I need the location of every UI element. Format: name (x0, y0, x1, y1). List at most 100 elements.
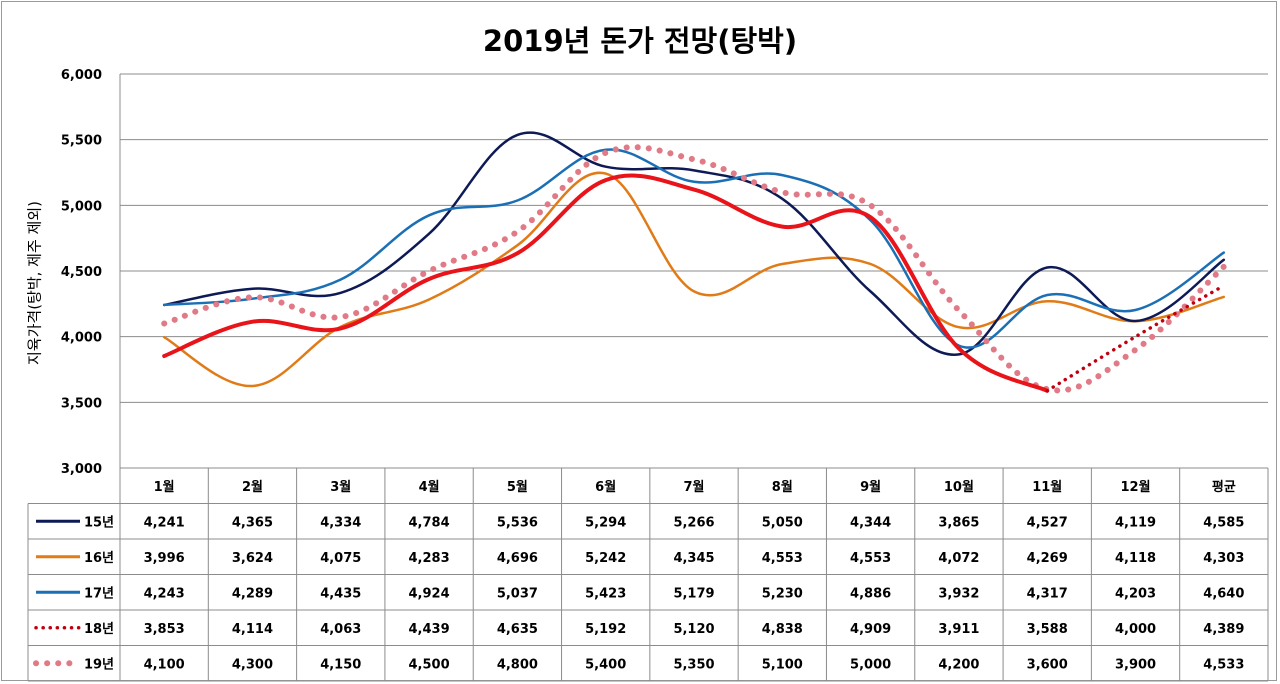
data-label: 5,266 (673, 515, 714, 530)
data-label: 3,911 (938, 622, 979, 637)
x-tick-label: 10월 (944, 479, 974, 495)
data-label: 4,334 (320, 515, 361, 530)
legend-label: 16년 (84, 551, 114, 566)
data-label: 4,784 (409, 515, 450, 530)
data-label: 4,119 (1115, 515, 1156, 530)
x-tick-label: 7월 (683, 479, 704, 495)
data-label: 4,585 (1203, 515, 1244, 530)
data-label: 4,303 (1203, 551, 1244, 566)
series-lines (161, 131, 1227, 394)
data-label: 5,230 (762, 586, 803, 601)
y-tick-label: 3,000 (61, 462, 102, 477)
y-axis-ticks: 3,000 3,500 4,000 4,500 5,000 5,500 6,000 (61, 68, 102, 477)
y-tick-label: 5,000 (61, 199, 102, 214)
series-line-18년 (162, 173, 1050, 393)
series-line-17년 (162, 148, 1226, 349)
data-label: 4,696 (497, 551, 538, 566)
x-tick-label: 9월 (860, 479, 881, 495)
x-tick-label: 평균 (1212, 479, 1236, 495)
data-label: 5,536 (497, 515, 538, 530)
data-label: 4,150 (320, 657, 361, 672)
y-tick-label: 4,000 (61, 331, 102, 346)
data-label: 4,635 (497, 622, 538, 637)
data-label: 4,317 (1027, 586, 1068, 601)
x-tick-label: 4월 (419, 479, 440, 495)
x-tick-label: 5월 (507, 479, 528, 495)
y-tick-label: 6,000 (61, 68, 102, 83)
data-label: 5,294 (585, 515, 626, 530)
data-label: 4,435 (320, 586, 361, 601)
data-label: 4,553 (850, 551, 891, 566)
data-label: 4,909 (850, 622, 891, 637)
data-label: 4,345 (673, 551, 714, 566)
data-label: 4,389 (1203, 622, 1244, 637)
data-label: 3,588 (1027, 622, 1068, 637)
x-tick-label: 6월 (595, 479, 616, 495)
legend-label: 18년 (84, 622, 114, 637)
data-label: 5,423 (585, 586, 626, 601)
data-label: 4,114 (232, 622, 273, 637)
data-label: 4,365 (232, 515, 273, 530)
data-label: 3,600 (1027, 657, 1068, 672)
data-label: 5,350 (673, 657, 714, 672)
data-label: 4,200 (938, 657, 979, 672)
data-label: 5,100 (762, 657, 803, 672)
data-label: 4,075 (320, 551, 361, 566)
data-label: 4,241 (144, 515, 185, 530)
series-line-16년 (162, 171, 1226, 388)
data-label: 5,192 (585, 622, 626, 637)
data-label: 5,400 (585, 657, 626, 672)
data-label: 4,072 (938, 551, 979, 566)
data-label: 3,932 (938, 586, 979, 601)
chart-title: 2019년 돈가 전망(탕박) (482, 24, 798, 58)
y-tick-label: 4,500 (61, 265, 102, 280)
legend-label: 15년 (84, 515, 114, 530)
data-label: 4,924 (409, 586, 450, 601)
data-label: 5,000 (850, 657, 891, 672)
data-label: 5,179 (673, 586, 714, 601)
data-label: 4,800 (497, 657, 538, 672)
data-label: 4,838 (762, 622, 803, 637)
legend-label: 19년 (84, 657, 114, 672)
data-label: 4,118 (1115, 551, 1156, 566)
data-label: 4,289 (232, 586, 273, 601)
data-label: 3,900 (1115, 657, 1156, 672)
data-label: 4,553 (762, 551, 803, 566)
data-label: 5,050 (762, 515, 803, 530)
data-table: 1월 2월 3월 4월 5월 6월 7월 8월 9월 10월 11월 12월 평균 15년 4,241 4,3… (27, 467, 1269, 682)
data-label: 4,063 (320, 622, 361, 637)
x-tick-label: 3월 (330, 479, 351, 495)
data-label: 4,640 (1203, 586, 1244, 601)
y-tick-label: 3,500 (61, 396, 102, 411)
data-label: 3,624 (232, 551, 273, 566)
x-tick-label: 1월 (154, 479, 175, 495)
data-label: 5,120 (673, 622, 714, 637)
data-label: 4,886 (850, 586, 891, 601)
gridlines (119, 73, 1268, 469)
y-tick-label: 5,500 (61, 134, 102, 149)
data-label: 4,243 (144, 586, 185, 601)
data-label: 4,269 (1027, 551, 1068, 566)
data-label: 4,203 (1115, 586, 1156, 601)
data-label: 3,996 (144, 551, 185, 566)
data-label: 4,100 (144, 657, 185, 672)
data-label: 4,000 (1115, 622, 1156, 637)
data-label: 4,527 (1027, 515, 1068, 530)
series-line-15년 (162, 131, 1226, 356)
data-label: 4,300 (232, 657, 273, 672)
data-label: 4,439 (409, 622, 450, 637)
x-tick-label: 11월 (1032, 479, 1062, 495)
data-label: 5,037 (497, 586, 538, 601)
data-label: 4,500 (409, 657, 450, 672)
data-label: 5,242 (585, 551, 626, 566)
x-tick-label: 12월 (1121, 479, 1151, 495)
x-tick-label: 8월 (772, 479, 793, 495)
data-label: 3,865 (938, 515, 979, 530)
series-line-19년 (161, 144, 1227, 394)
data-label: 4,283 (409, 551, 450, 566)
data-label: 3,853 (144, 622, 185, 637)
data-label: 4,344 (850, 515, 891, 530)
series-line-18년-forecast (1045, 283, 1226, 393)
x-tick-label: 2월 (242, 479, 263, 495)
